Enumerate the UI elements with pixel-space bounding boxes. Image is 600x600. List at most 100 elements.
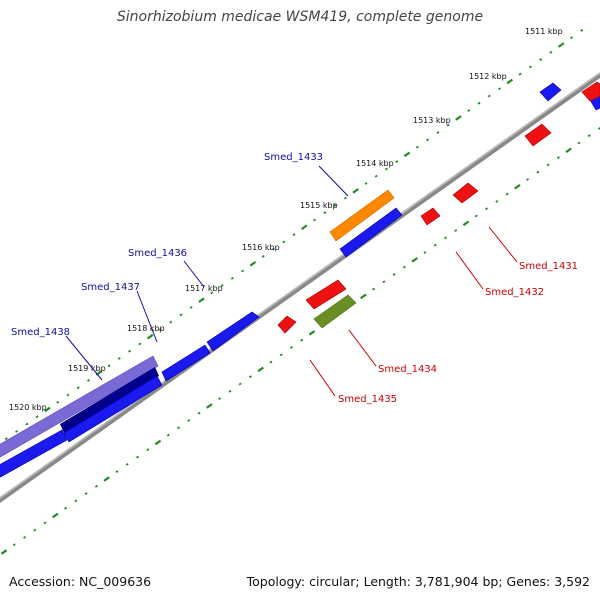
genome-summary-text: Topology: circular; Length: 3,781,904 bp… (246, 574, 590, 589)
minor-tick (125, 462, 129, 466)
minor-tick (35, 415, 39, 419)
gene-smed-1437[interactable] (161, 344, 211, 382)
label-smed-1437[interactable]: Smed_1437 (81, 282, 140, 293)
label-smed-1433[interactable]: Smed_1433 (264, 152, 323, 163)
minor-tick (271, 247, 275, 251)
minor-tick (454, 229, 458, 233)
gene-reverse-1[interactable] (524, 123, 552, 147)
major-tick (257, 366, 264, 373)
gene-labels: Smed_1433 Smed_1436 Smed_1437 Smed_1438 … (11, 152, 578, 405)
minor-tick (218, 397, 222, 401)
gene-smed-1434-red[interactable] (305, 279, 347, 310)
gene-smed-1438-light[interactable] (0, 355, 159, 460)
minor-tick (536, 170, 540, 174)
gene-smed-1438-dark[interactable] (60, 367, 159, 433)
minor-tick (128, 349, 132, 353)
minor-tick (15, 429, 19, 433)
leader-smed-1431 (488, 226, 518, 263)
major-tick (249, 261, 257, 267)
minor-tick (76, 386, 80, 390)
minor-tick (443, 236, 448, 240)
gene-smed-1431[interactable] (452, 182, 479, 204)
minor-tick (33, 528, 37, 532)
outer-tick-track (4, 28, 584, 441)
gene-smed-1435[interactable] (277, 315, 297, 334)
label-smed-1438[interactable]: Smed_1438 (11, 327, 70, 338)
minor-tick (74, 499, 78, 503)
minor-tick (269, 360, 273, 364)
gene-reverse-2[interactable] (581, 81, 600, 102)
minor-tick (4, 437, 8, 441)
major-tick (514, 183, 521, 190)
major-tick (360, 293, 367, 300)
minor-tick (423, 251, 427, 254)
kbp-label-1517: 1517 kbp (185, 284, 223, 293)
leader-smed-1432 (455, 251, 484, 290)
minor-tick (518, 72, 522, 76)
minor-tick (300, 338, 304, 342)
gene-smed-1436[interactable] (206, 311, 260, 352)
minor-tick (426, 138, 430, 142)
minor-tick (343, 196, 347, 200)
minor-tick (505, 192, 509, 196)
minor-tick (364, 182, 368, 185)
minor-tick (166, 433, 170, 437)
major-tick (411, 257, 418, 263)
major-tick (0, 549, 8, 555)
major-tick (44, 406, 51, 413)
minor-tick (189, 306, 193, 309)
gene-forward-4[interactable] (539, 82, 562, 102)
minor-tick (169, 320, 173, 324)
leader-smed-1436 (183, 260, 205, 288)
leader-smed-1438 (65, 335, 103, 381)
minor-tick (12, 543, 16, 547)
minor-tick (279, 353, 283, 357)
genome-backbone-highlight (0, 72, 600, 499)
minor-tick (313, 218, 317, 222)
label-smed-1434[interactable]: Smed_1434 (378, 364, 437, 375)
inner-tick-track (0, 126, 600, 555)
minor-tick (323, 211, 327, 215)
gene-smed-1433[interactable] (329, 189, 395, 242)
kbp-label-1516: 1516 kbp (242, 243, 280, 252)
gene-forward-3[interactable] (339, 207, 403, 258)
leader-smed-1437 (136, 290, 158, 343)
minor-tick (487, 94, 491, 98)
label-smed-1436[interactable]: Smed_1436 (128, 248, 187, 259)
label-smed-1435[interactable]: Smed_1435 (338, 394, 397, 405)
minor-tick (56, 400, 60, 404)
minor-tick (107, 364, 111, 368)
major-tick (154, 439, 162, 446)
minor-tick (539, 58, 543, 62)
minor-tick (385, 167, 388, 171)
gene-forward-2[interactable] (63, 375, 163, 443)
forward-genes (0, 82, 600, 480)
minor-tick (94, 484, 98, 488)
minor-tick (282, 240, 286, 244)
label-smed-1432[interactable]: Smed_1432 (485, 287, 544, 298)
label-smed-1431[interactable]: Smed_1431 (519, 261, 578, 272)
accession-text: Accession: NC_009636 (9, 574, 152, 589)
minor-tick (580, 28, 584, 32)
minor-tick (138, 342, 142, 346)
minor-tick (528, 65, 532, 69)
minor-tick (526, 178, 530, 181)
kbp-labels: 1511 kbp 1512 kbp 1513 kbp 1514 kbp 1515… (9, 27, 563, 412)
major-tick (206, 403, 213, 409)
major-tick (565, 147, 572, 153)
minor-tick (210, 291, 214, 295)
kbp-label-1520: 1520 kbp (9, 403, 47, 412)
minor-tick (289, 346, 294, 349)
minor-tick (25, 422, 29, 426)
leader-smed-1433 (318, 165, 349, 197)
gene-forward-1[interactable] (0, 429, 68, 480)
gene-smed-1434[interactable] (313, 294, 357, 329)
major-tick (557, 42, 565, 48)
minor-tick (292, 233, 296, 237)
gene-smed-1432[interactable] (420, 207, 441, 226)
minor-tick (549, 50, 553, 54)
minor-tick (230, 276, 234, 280)
minor-tick (23, 535, 27, 539)
minor-tick (402, 265, 406, 269)
